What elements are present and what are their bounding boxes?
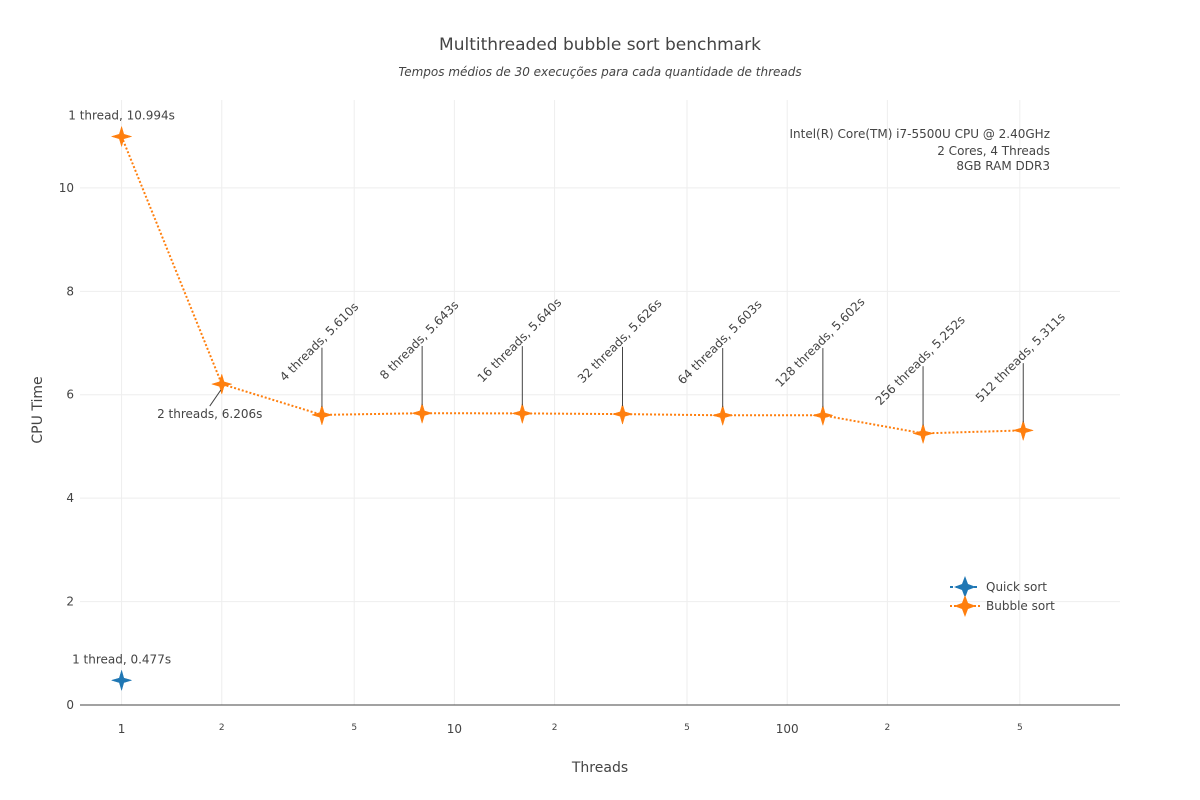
info-line: 2 Cores, 4 Threads xyxy=(937,144,1050,158)
chart-subtitle: Tempos médios de 30 execuções para cada … xyxy=(398,65,801,79)
annotations: 1 thread, 0.477s 1 thread, 10.994s 2 threa… xyxy=(68,109,1068,667)
x-axis-ticks: 1 10 100 2 5 2 5 2 5 xyxy=(118,722,1023,736)
x-tick-label: 10 xyxy=(447,722,462,736)
y-tick-label: 2 xyxy=(66,595,74,609)
x-axis-title: Threads xyxy=(571,760,628,776)
x-tick-label-minor: 5 xyxy=(1017,723,1023,733)
y-tick-label: 10 xyxy=(59,181,74,195)
x-tick-label: 1 xyxy=(118,722,126,736)
info-line: Intel(R) Core(TM) i7-5500U CPU @ 2.40GHz xyxy=(789,127,1050,141)
data-point[interactable] xyxy=(311,404,333,426)
legend-label: Quick sort xyxy=(986,580,1047,594)
data-label: 32 threads, 5.626s xyxy=(575,296,665,386)
data-point[interactable] xyxy=(611,403,634,425)
x-tick-label-minor: 2 xyxy=(552,723,558,733)
annotation-arrow xyxy=(209,389,222,407)
info-box: Intel(R) Core(TM) i7-5500U CPU @ 2.40GHz… xyxy=(789,127,1050,173)
legend-item-bubble-sort[interactable]: Bubble sort xyxy=(950,595,1055,617)
data-point[interactable] xyxy=(1012,419,1035,442)
series-quick-sort xyxy=(110,669,133,692)
data-point[interactable] xyxy=(110,125,133,148)
legend: Quick sort Bubble sort xyxy=(950,576,1055,617)
info-line: 8GB RAM DDR3 xyxy=(956,159,1050,173)
x-tick-label-minor: 5 xyxy=(351,723,357,733)
legend-label: Bubble sort xyxy=(986,599,1055,613)
data-label: 1 thread, 0.477s xyxy=(72,652,171,666)
data-point[interactable] xyxy=(511,402,534,425)
data-label: 4 threads, 5.610s xyxy=(277,300,361,384)
legend-marker-star-icon xyxy=(954,595,976,617)
data-point[interactable] xyxy=(411,402,433,425)
y-tick-label: 6 xyxy=(66,388,74,402)
data-label: 512 threads, 5.311s xyxy=(973,310,1068,405)
data-label: 16 threads, 5.640s xyxy=(475,295,565,385)
y-tick-label: 8 xyxy=(66,284,74,298)
data-label: 64 threads, 5.603s xyxy=(675,297,765,387)
data-label: 2 threads, 6.206s xyxy=(157,407,262,421)
y-axis-title: CPU Time xyxy=(30,376,46,443)
data-point[interactable] xyxy=(210,373,233,395)
legend-marker-star-icon xyxy=(954,576,976,598)
data-point[interactable] xyxy=(110,669,133,692)
data-point[interactable] xyxy=(812,404,834,427)
data-label: 8 threads, 5.643s xyxy=(377,298,461,382)
x-tick-label-minor: 2 xyxy=(885,723,891,733)
series xyxy=(110,125,1035,692)
y-tick-label: 4 xyxy=(66,491,74,505)
y-axis-ticks: 0 2 4 6 8 10 xyxy=(59,181,74,712)
y-tick-label: 0 xyxy=(66,698,74,712)
x-tick-label-minor: 2 xyxy=(219,723,225,733)
chart-title: Multithreaded bubble sort benchmark xyxy=(439,35,761,55)
data-label: 1 thread, 10.994s xyxy=(68,109,175,123)
legend-item-quick-sort[interactable]: Quick sort xyxy=(950,576,1047,598)
series-bubble-sort xyxy=(110,125,1035,445)
data-point[interactable] xyxy=(912,422,935,445)
data-point[interactable] xyxy=(711,404,734,427)
x-tick-label: 100 xyxy=(776,722,799,736)
x-tick-label-minor: 5 xyxy=(684,723,690,733)
